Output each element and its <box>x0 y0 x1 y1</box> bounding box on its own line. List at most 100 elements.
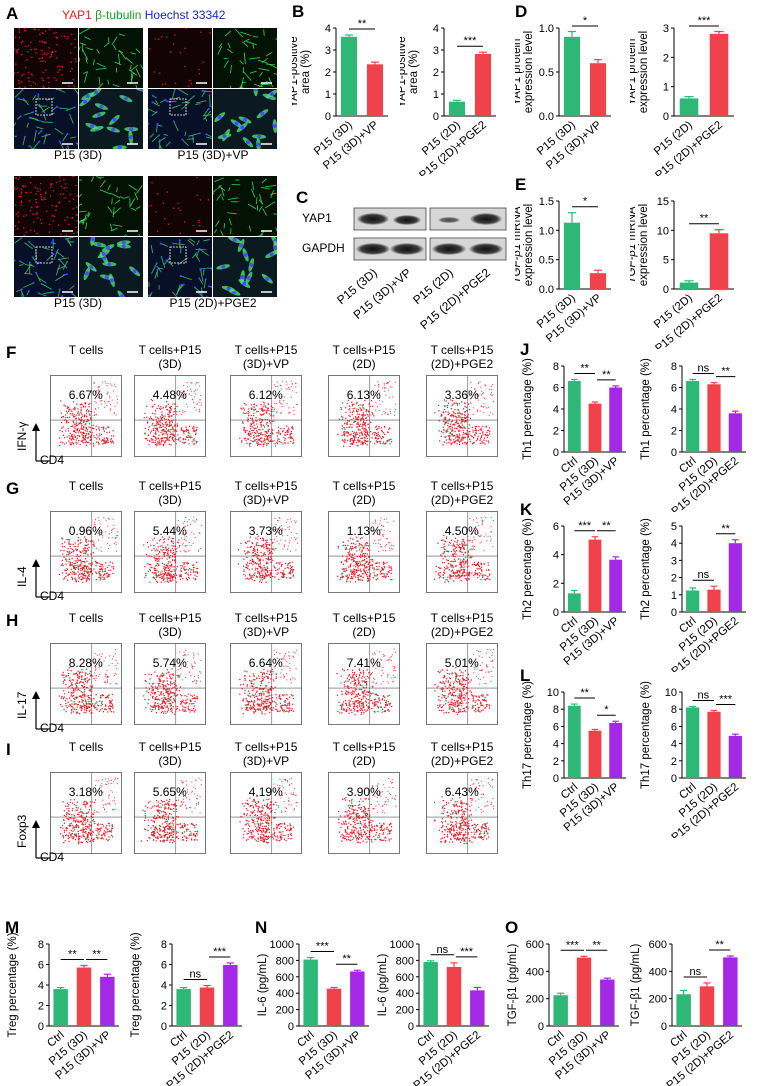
y-tick-label: 800 <box>276 955 294 967</box>
bar <box>680 98 699 116</box>
microscopy-tile <box>213 28 277 88</box>
y-axis-label: Th17 percentage (%) <box>640 681 652 789</box>
error-bar <box>474 987 481 990</box>
significance-bracket: *** <box>457 35 483 47</box>
y-tick-label: 8 <box>671 704 677 716</box>
microscopy-tile <box>148 28 212 88</box>
flow-dot-plot: 6.67% <box>50 375 122 457</box>
y-tick-label: 10 <box>547 687 559 699</box>
error-bar <box>612 557 618 560</box>
y-axis-label: TGF-β1 mRNA <box>630 206 638 283</box>
error-bar <box>711 710 718 711</box>
y-tick-label: 0 <box>288 1021 294 1033</box>
significance-bracket: ns <box>184 969 207 981</box>
error-bar <box>453 100 461 101</box>
significance-bracket: *** <box>716 693 735 705</box>
legend-hoechst: Hoechst 33342 <box>145 8 226 22</box>
y-axis-label: area (%) <box>408 50 420 94</box>
error-bar <box>689 379 696 381</box>
panel-label-o: O <box>505 918 518 938</box>
error-bar <box>732 540 739 543</box>
flow-quadrant-percent: 3.73% <box>249 524 283 538</box>
error-bar <box>580 956 587 957</box>
bar <box>77 968 91 1026</box>
bar <box>600 980 614 1026</box>
panel-a-group-2: P15 (3D)+VP <box>148 148 278 162</box>
y-tick-label: 400 <box>649 966 667 978</box>
flow-dot-plot: 0.96% <box>50 511 122 593</box>
error-bar <box>571 704 577 706</box>
bar <box>729 543 742 612</box>
y-tick-label: 5 <box>663 255 669 267</box>
flow-quadrant-percent: 6.13% <box>347 388 381 402</box>
significance-bracket: ** <box>716 523 735 535</box>
y-tick-label: 600 <box>649 939 667 951</box>
bar <box>100 977 114 1026</box>
y-axis-label: TGF-β1 (pg/mL) <box>630 944 642 1027</box>
error-bar <box>711 586 718 589</box>
y-tick-label: 8 <box>38 939 44 951</box>
significance-bracket: ns <box>693 569 714 581</box>
significance-bracket: ns <box>693 362 714 374</box>
y-tick-label: 6 <box>553 721 559 733</box>
flow-x-axis-label: CD4 <box>40 453 64 467</box>
bar <box>470 990 484 1026</box>
y-tick-label: 0 <box>553 447 559 459</box>
y-tick-label: 3 <box>325 45 331 57</box>
flow-column-header: T cells+P15(2D)+PGE2 <box>406 479 518 507</box>
error-bar <box>345 35 353 37</box>
panel-a-group-1: P15 (3D) <box>14 296 142 310</box>
error-bar <box>354 970 361 971</box>
flow-dot-plot: 5.01% <box>426 643 498 725</box>
flow-dot-plot: 3.90% <box>328 772 400 854</box>
bar <box>303 960 317 1026</box>
bar <box>53 989 67 1026</box>
y-tick-label: 0 <box>661 1021 667 1033</box>
significance-bracket: ** <box>574 362 595 374</box>
flow-dot-plot: 1.13% <box>328 511 400 593</box>
flow-quadrant-percent: 7.41% <box>347 656 381 670</box>
flow-dot-plot: 6.64% <box>230 643 302 725</box>
significance-bracket: ** <box>349 18 375 30</box>
significance-bracket: ns <box>431 944 454 956</box>
significance-bracket: ** <box>689 213 719 225</box>
bar <box>729 413 742 452</box>
y-tick-label: 600 <box>396 972 414 984</box>
y-tick-label: 2 <box>553 426 559 438</box>
panel-a-legend: YAP1 β-tubulin Hoechst 33342 <box>62 8 225 22</box>
error-bar <box>594 270 602 273</box>
microscopy-tile <box>148 176 212 236</box>
panel-label-m: M <box>5 918 19 938</box>
panel-label-e: E <box>515 175 526 195</box>
panel-label-n: N <box>255 918 267 938</box>
y-tick-label: 6 <box>161 960 167 972</box>
bar <box>590 63 606 116</box>
panel-label-l: L <box>520 666 530 686</box>
y-tick-label: 1000 <box>270 939 294 951</box>
y-tick-label: 0 <box>433 111 439 123</box>
error-bar <box>604 978 611 979</box>
microscopy-tile <box>14 89 78 149</box>
legend-yap1: YAP1 <box>62 8 92 22</box>
bar <box>686 591 699 613</box>
y-tick-label: 0 <box>553 607 559 619</box>
blot-band <box>469 243 503 255</box>
y-axis-label: Th1 percentage (%) <box>640 358 652 460</box>
error-bar <box>592 729 598 730</box>
y-axis-label: Th2 percentage (%) <box>522 518 534 620</box>
y-tick-label: 6 <box>671 721 677 733</box>
blot-band <box>356 243 390 255</box>
y-axis-label: expression level <box>523 31 535 113</box>
flow-column-header: T cells+P15(3D)+VP <box>210 611 322 639</box>
microscopy-tile <box>148 89 212 149</box>
flow-dot-plot: 4.48% <box>134 375 206 457</box>
flow-dot-plot: 3.36% <box>426 375 498 457</box>
bar <box>723 957 737 1026</box>
blot-band <box>470 213 502 225</box>
y-tick-label: 1 <box>433 89 439 101</box>
flow-dot-plot: 8.28% <box>50 643 122 725</box>
